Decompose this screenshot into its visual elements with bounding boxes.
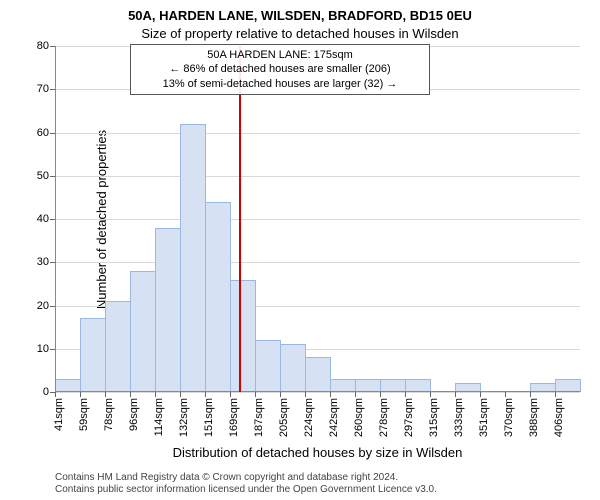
x-tick-label: 297sqm xyxy=(403,398,415,437)
x-tick-label: 151sqm xyxy=(203,398,215,437)
histogram-bar xyxy=(105,301,131,392)
y-tick-label: 50 xyxy=(37,170,49,182)
footer: Contains HM Land Registry data © Crown c… xyxy=(55,472,437,496)
x-tick-mark xyxy=(155,392,156,397)
y-tick-label: 80 xyxy=(37,40,49,52)
histogram-bar xyxy=(205,202,231,392)
x-tick-mark xyxy=(330,392,331,397)
x-tick-label: 187sqm xyxy=(253,398,265,437)
x-tick-mark xyxy=(55,392,56,397)
footer-line2: Contains public sector information licen… xyxy=(55,484,437,496)
gridline xyxy=(55,176,580,177)
histogram-bar xyxy=(155,228,181,392)
gridline xyxy=(55,133,580,134)
x-tick-label: 114sqm xyxy=(153,398,165,436)
gridline xyxy=(55,219,580,220)
histogram-bar xyxy=(130,271,156,392)
x-tick-label: 169sqm xyxy=(228,398,240,437)
chart-container: 50A, HARDEN LANE, WILSDEN, BRADFORD, BD1… xyxy=(0,0,600,500)
x-tick-mark xyxy=(405,392,406,397)
x-tick-mark xyxy=(105,392,106,397)
x-tick-label: 224sqm xyxy=(303,398,315,437)
histogram-bar xyxy=(280,344,306,392)
x-tick-mark xyxy=(255,392,256,397)
x-axis-line xyxy=(55,391,580,392)
y-tick-label: 40 xyxy=(37,213,49,225)
x-tick-mark xyxy=(505,392,506,397)
x-tick-label: 205sqm xyxy=(278,398,290,437)
x-tick-mark xyxy=(230,392,231,397)
x-tick-mark xyxy=(280,392,281,397)
annotation-box: 50A HARDEN LANE: 175sqm ← 86% of detache… xyxy=(130,44,430,95)
x-tick-label: 388sqm xyxy=(528,398,540,437)
histogram-bar xyxy=(230,280,256,392)
marker-line xyxy=(239,46,241,392)
annotation-line1: 50A HARDEN LANE: 175sqm xyxy=(137,48,423,62)
gridline xyxy=(55,262,580,263)
x-tick-mark xyxy=(180,392,181,397)
x-tick-mark xyxy=(305,392,306,397)
y-tick-label: 60 xyxy=(37,127,49,139)
x-tick-label: 278sqm xyxy=(378,398,390,437)
x-tick-mark xyxy=(555,392,556,397)
plot-area: 0102030405060708041sqm59sqm78sqm96sqm114… xyxy=(55,46,580,392)
x-tick-label: 41sqm xyxy=(53,398,65,431)
x-tick-mark xyxy=(480,392,481,397)
y-tick-label: 10 xyxy=(37,343,49,355)
x-tick-mark xyxy=(205,392,206,397)
gridline xyxy=(55,392,580,393)
x-tick-label: 406sqm xyxy=(553,398,565,437)
x-tick-label: 242sqm xyxy=(328,398,340,437)
x-tick-mark xyxy=(530,392,531,397)
x-tick-label: 315sqm xyxy=(428,398,440,437)
x-tick-label: 260sqm xyxy=(353,398,365,437)
x-tick-label: 78sqm xyxy=(103,398,115,431)
histogram-bar xyxy=(180,124,206,392)
x-tick-label: 351sqm xyxy=(478,398,490,437)
footer-line1: Contains HM Land Registry data © Crown c… xyxy=(55,472,437,484)
x-tick-label: 96sqm xyxy=(128,398,140,431)
y-tick-label: 70 xyxy=(37,83,49,95)
x-tick-mark xyxy=(455,392,456,397)
x-tick-label: 370sqm xyxy=(503,398,515,437)
histogram-bar xyxy=(305,357,331,392)
y-tick-label: 20 xyxy=(37,300,49,312)
x-tick-mark xyxy=(355,392,356,397)
x-tick-mark xyxy=(380,392,381,397)
x-tick-label: 333sqm xyxy=(453,398,465,437)
plot: 0102030405060708041sqm59sqm78sqm96sqm114… xyxy=(55,46,580,392)
x-tick-label: 59sqm xyxy=(78,398,90,431)
chart-subtitle: Size of property relative to detached ho… xyxy=(0,26,600,41)
annotation-line2: ← 86% of detached houses are smaller (20… xyxy=(137,62,423,76)
annotation-line3: 13% of semi-detached houses are larger (… xyxy=(137,77,423,91)
chart-title: 50A, HARDEN LANE, WILSDEN, BRADFORD, BD1… xyxy=(0,8,600,23)
histogram-bar xyxy=(80,318,106,392)
x-tick-mark xyxy=(80,392,81,397)
x-axis-label: Distribution of detached houses by size … xyxy=(55,445,580,460)
histogram-bar xyxy=(255,340,281,392)
x-tick-mark xyxy=(130,392,131,397)
x-tick-mark xyxy=(430,392,431,397)
x-tick-label: 132sqm xyxy=(178,398,190,437)
y-axis-line xyxy=(55,46,56,392)
y-tick-label: 0 xyxy=(43,386,49,398)
y-tick-label: 30 xyxy=(37,256,49,268)
